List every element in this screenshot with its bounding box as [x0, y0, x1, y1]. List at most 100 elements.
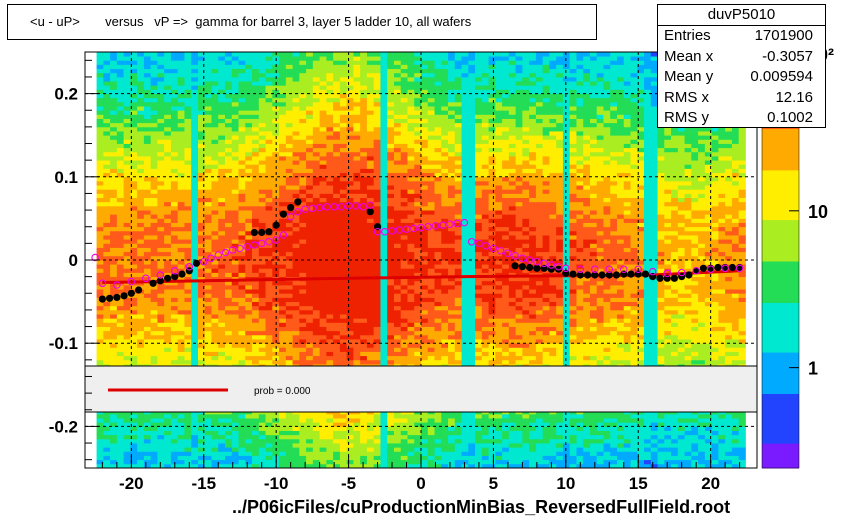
heatmap-cell — [157, 60, 165, 65]
heatmap-cell — [285, 451, 293, 456]
heatmap-cell — [319, 222, 327, 228]
heatmap-cell — [164, 126, 172, 132]
heatmap-cell — [137, 56, 145, 61]
heatmap-cell — [312, 68, 321, 74]
heatmap-cell — [204, 126, 212, 132]
heatmap-cell — [123, 451, 131, 456]
heatmap-cell — [265, 89, 273, 94]
heatmap-cell — [150, 118, 158, 124]
heatmap-cell — [414, 359, 422, 365]
heatmap-cell — [197, 289, 206, 294]
heatmap-cell — [292, 164, 300, 169]
heatmap-cell — [191, 76, 199, 82]
heatmap-cell — [218, 351, 226, 357]
heatmap-cell — [164, 443, 172, 448]
heatmap-cell — [407, 189, 415, 194]
heatmap-cell — [96, 334, 104, 340]
heatmap-cell — [245, 210, 253, 215]
heatmap-cell — [306, 293, 314, 298]
heatmap-cell — [339, 301, 348, 307]
heatmap-cell — [225, 114, 233, 119]
heatmap-cell — [366, 76, 375, 82]
heatmap-cell — [421, 193, 429, 198]
heatmap-cell — [130, 438, 138, 444]
heatmap-cell — [285, 463, 293, 468]
heatmap-cell — [360, 459, 368, 465]
heatmap-cell — [346, 359, 354, 365]
heatmap-cell — [204, 93, 212, 99]
heatmap-cell — [339, 205, 348, 211]
heatmap-cell — [225, 430, 233, 436]
heatmap-cell — [218, 251, 226, 257]
heatmap-cell — [400, 205, 408, 211]
heatmap-cell — [191, 413, 199, 419]
heatmap-cell — [265, 72, 273, 78]
heatmap-cell — [130, 160, 138, 165]
heatmap-cell — [245, 251, 253, 257]
heatmap-cell — [191, 85, 199, 90]
heatmap-cell — [137, 114, 145, 119]
heatmap-cell — [103, 64, 111, 70]
heatmap-cell — [346, 272, 354, 278]
heatmap-cell — [279, 60, 287, 65]
heatmap-cell — [130, 210, 138, 215]
heatmap-cell — [96, 110, 104, 115]
heatmap-cell — [414, 172, 422, 178]
heatmap-cell — [116, 268, 125, 273]
heatmap-cell — [116, 56, 125, 61]
heatmap-cell — [387, 459, 395, 465]
heatmap-cell — [366, 355, 375, 361]
heatmap-cell — [252, 131, 260, 136]
heatmap-cell — [157, 413, 165, 419]
heatmap-cell — [130, 426, 138, 431]
heatmap-cell — [339, 434, 348, 440]
heatmap-cell — [299, 106, 307, 111]
heatmap-cell — [103, 147, 111, 153]
heatmap-cell — [346, 438, 354, 444]
heatmap-cell — [143, 156, 152, 161]
heatmap-cell — [380, 85, 388, 90]
heatmap-cell — [346, 160, 354, 165]
heatmap-cell — [292, 230, 300, 236]
heatmap-cell — [339, 210, 348, 215]
heatmap-cell — [96, 255, 104, 261]
heatmap-cell — [211, 430, 219, 436]
heatmap-cell — [110, 451, 118, 456]
heatmap-cell — [285, 97, 293, 103]
heatmap-cell — [170, 147, 179, 153]
heatmap-cell — [366, 97, 375, 103]
heatmap-cell — [137, 97, 145, 103]
heatmap-cell — [170, 226, 179, 232]
heatmap-cell — [157, 164, 165, 169]
heatmap-cell — [225, 330, 233, 336]
heatmap-cell — [157, 151, 165, 157]
heatmap-cell — [400, 189, 408, 194]
heatmap-cell — [211, 214, 219, 219]
heatmap-cell — [103, 334, 111, 340]
heatmap-cell — [231, 143, 239, 149]
heatmap-cell — [191, 60, 199, 65]
heatmap-cell — [238, 110, 246, 115]
heatmap-cell — [218, 147, 226, 153]
heatmap-cell — [204, 418, 212, 423]
heatmap-cell — [116, 330, 125, 336]
heatmap-cell — [116, 189, 125, 194]
heatmap-cell — [184, 60, 192, 65]
heatmap-cell — [103, 168, 111, 174]
heatmap-cell — [225, 343, 233, 348]
heatmap-cell — [110, 459, 118, 465]
heatmap-cell — [285, 318, 293, 323]
heatmap-cell — [265, 426, 273, 431]
heatmap-cell — [258, 81, 266, 86]
heatmap-cell — [366, 297, 375, 302]
heatmap-cell — [427, 426, 435, 431]
heatmap-cell — [150, 438, 158, 444]
heatmap-cell — [150, 318, 158, 323]
heatmap-cell — [292, 89, 300, 94]
heatmap-cell — [110, 339, 118, 344]
heatmap-cell — [191, 455, 199, 461]
heatmap-cell — [157, 201, 165, 207]
heatmap-cell — [103, 189, 111, 194]
heatmap-cell — [387, 189, 395, 194]
heatmap-cell — [258, 326, 266, 332]
